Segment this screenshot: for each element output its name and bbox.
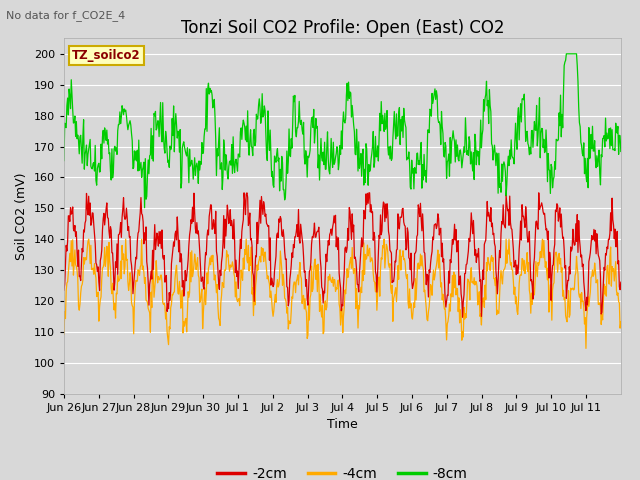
X-axis label: Time: Time xyxy=(327,418,358,431)
Legend: -2cm, -4cm, -8cm: -2cm, -4cm, -8cm xyxy=(212,461,473,480)
-8cm xyxy=(617,149,625,155)
-8cm xyxy=(563,51,570,57)
Text: TZ_soilco2: TZ_soilco2 xyxy=(72,49,141,62)
-4cm xyxy=(228,259,236,265)
-4cm xyxy=(85,236,93,242)
-8cm xyxy=(125,120,133,126)
-4cm xyxy=(277,257,285,263)
-8cm xyxy=(277,178,285,184)
-4cm xyxy=(582,346,590,351)
-2cm xyxy=(125,234,133,240)
-4cm xyxy=(126,270,134,276)
-2cm xyxy=(60,287,68,293)
Y-axis label: Soil CO2 (mV): Soil CO2 (mV) xyxy=(15,172,28,260)
-2cm xyxy=(240,190,248,196)
-2cm xyxy=(432,221,440,227)
Line: -4cm: -4cm xyxy=(64,239,621,348)
-4cm xyxy=(432,266,440,272)
Line: -8cm: -8cm xyxy=(64,54,621,208)
-8cm xyxy=(256,105,264,110)
-8cm xyxy=(141,205,148,211)
Line: -2cm: -2cm xyxy=(64,193,621,317)
-4cm xyxy=(60,332,68,337)
-8cm xyxy=(228,170,236,176)
-2cm xyxy=(401,222,408,228)
Title: Tonzi Soil CO2 Profile: Open (East) CO2: Tonzi Soil CO2 Profile: Open (East) CO2 xyxy=(180,19,504,37)
-8cm xyxy=(432,96,440,102)
Text: No data for f_CO2E_4: No data for f_CO2E_4 xyxy=(6,10,125,21)
-8cm xyxy=(60,158,68,164)
-8cm xyxy=(401,117,408,123)
-2cm xyxy=(228,218,236,224)
-2cm xyxy=(256,197,264,203)
-4cm xyxy=(256,253,264,259)
-2cm xyxy=(459,314,467,320)
-4cm xyxy=(617,319,625,325)
-4cm xyxy=(401,256,408,262)
-2cm xyxy=(277,216,285,222)
-2cm xyxy=(617,279,625,285)
